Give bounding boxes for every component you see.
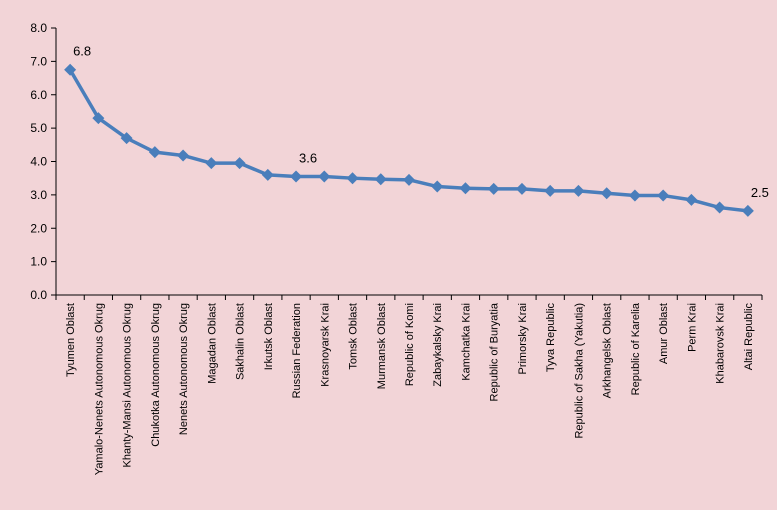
data-point-marker — [64, 63, 77, 76]
x-tick-label: Chukotka Autonomous Okrug — [150, 303, 162, 447]
x-axis: Tyumen Oblast Yamalo-Nenets Autonomous Ok… — [55, 294, 763, 475]
x-tick-label: Perm Krai — [686, 303, 698, 352]
x-tick-label: Tyumen Oblast — [65, 303, 77, 377]
data-point-marker — [628, 189, 641, 202]
y-tick-label: 0.0 — [30, 288, 47, 302]
x-tick-label: Sakhalin Oblast — [235, 303, 247, 380]
data-point-marker — [233, 157, 246, 170]
x-tick-label: Yamalo-Nenets Autonomous Okrug — [93, 303, 105, 475]
x-tick-label: Krasnoyarsk Krai — [319, 303, 331, 387]
data-point-marker — [92, 112, 105, 125]
y-tick-label: 3.0 — [30, 188, 47, 202]
data-point-marker — [685, 193, 698, 206]
y-tick-label: 7.0 — [30, 54, 47, 68]
x-tick-label: Republic of Komi — [404, 303, 416, 386]
x-tick-label: Arkhangelsk Oblast — [602, 303, 614, 398]
data-point-marker — [572, 184, 585, 197]
data-point-marker — [374, 173, 387, 186]
data-point-marker — [544, 184, 557, 197]
data-point-marker — [205, 157, 218, 170]
data-label: 3.6 — [299, 151, 317, 166]
data-point-marker — [600, 187, 613, 200]
x-tick-label: Russian Federation — [291, 303, 303, 398]
data-point-marker — [713, 201, 726, 214]
data-point-marker — [459, 182, 472, 195]
y-tick-label: 6.0 — [30, 88, 47, 102]
data-label: 2.5 — [751, 185, 769, 200]
x-tick-label: Amur Oblast — [658, 303, 670, 364]
data-point-marker — [487, 182, 500, 195]
y-tick-label: 5.0 — [30, 121, 47, 135]
x-tick-label: Republic of Buryatia — [489, 302, 501, 401]
data-point-marker — [515, 182, 528, 195]
y-tick-label: 2.0 — [30, 221, 47, 235]
x-tick-label: Altai Republic — [743, 303, 755, 371]
data-point-marker — [177, 149, 190, 162]
y-tick-label: 4.0 — [30, 155, 47, 169]
x-tick-label: Republic of Karelia — [630, 302, 642, 395]
data-labels: 6.8 3.6 2.5 — [73, 44, 769, 200]
y-tick-label: 1.0 — [30, 255, 47, 269]
series-line — [68, 68, 749, 213]
x-tick-label: Khabarovsk Krai — [715, 303, 727, 384]
series-layer — [64, 63, 754, 217]
x-tick-label: Nenets Autonomous Okrug — [178, 303, 190, 435]
data-point-marker — [657, 189, 670, 202]
x-tick-label: Irkutsk Oblast — [263, 303, 275, 370]
x-tick-label: Magadan Oblast — [206, 303, 218, 384]
data-label: 6.8 — [73, 44, 91, 59]
data-point-marker — [431, 180, 444, 193]
data-point-marker — [261, 168, 274, 181]
data-point-marker — [148, 146, 161, 159]
x-tick-label: Republic of Sakha (Yakutia) — [573, 303, 585, 439]
data-point-marker — [403, 173, 415, 186]
x-tick-label: Zabaykalsky Krai — [432, 303, 444, 387]
x-tick-label: Murmansk Oblast — [376, 303, 388, 389]
data-point-marker — [120, 132, 133, 145]
x-tick-label: Khanty-Mansi Autonomous Okrug — [122, 303, 134, 467]
data-point-marker — [318, 170, 331, 183]
y-tick-label: 8.0 — [30, 21, 47, 35]
data-point-marker — [346, 172, 359, 185]
data-point-marker — [741, 204, 754, 217]
data-point-marker — [290, 170, 303, 183]
x-tick-label: Primorsky Krai — [517, 303, 529, 375]
x-tick-label: Tomsk Oblast — [348, 303, 360, 370]
x-tick-label: Kamchatka Krai — [460, 303, 472, 381]
y-axis: 0.0 1.0 2.0 3.0 4.0 5.0 6.0 7.0 8.0 — [30, 21, 57, 302]
x-tick-label: Tyva Republic — [545, 303, 557, 373]
